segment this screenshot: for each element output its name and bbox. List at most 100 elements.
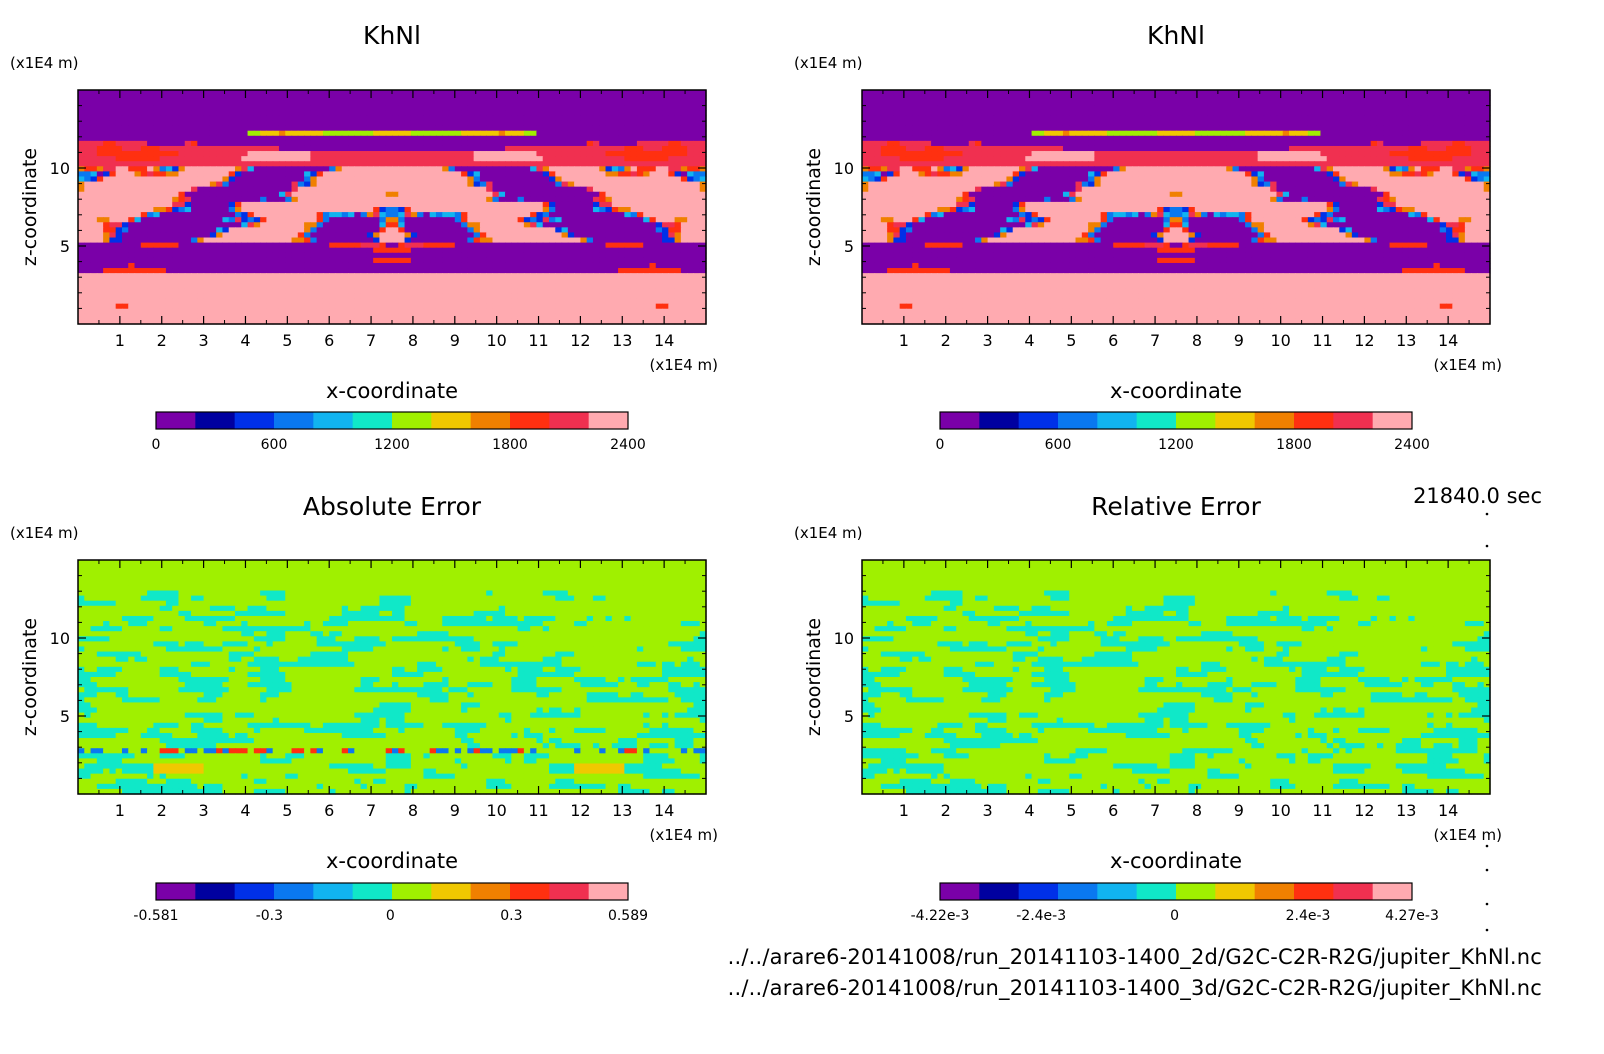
- field-cell: [115, 313, 123, 320]
- field-cell: [511, 191, 519, 198]
- field-cell: [178, 181, 186, 188]
- field-cell: [467, 288, 475, 295]
- field-cell: [498, 288, 506, 295]
- field-cell: [222, 212, 230, 218]
- field-cell: [134, 145, 142, 152]
- field-cell: [222, 176, 230, 183]
- field-cell: [511, 303, 519, 310]
- field-cell: [662, 252, 669, 259]
- field-cell: [624, 105, 632, 111]
- field-cell: [687, 176, 695, 183]
- field-cell: [128, 237, 136, 244]
- field-cell: [115, 262, 123, 269]
- field-cell: [360, 90, 368, 96]
- field-cell: [310, 110, 318, 117]
- field-cell: [341, 207, 349, 213]
- field-cell: [454, 171, 462, 178]
- field-cell: [467, 278, 475, 284]
- field-cell: [235, 140, 242, 147]
- field-cell: [417, 140, 424, 147]
- field-cell: [366, 303, 374, 310]
- field-cell: [159, 151, 167, 157]
- field-cell: [260, 252, 267, 259]
- field-cell: [624, 161, 632, 167]
- field-cell: [228, 247, 236, 254]
- field-cell: [599, 196, 607, 203]
- field-cell: [209, 191, 217, 198]
- field-cell: [159, 140, 167, 147]
- field-cell: [115, 95, 123, 101]
- field-cell: [549, 105, 556, 111]
- field-cell: [222, 110, 230, 117]
- field-cell: [454, 166, 462, 172]
- field-cell: [109, 242, 117, 249]
- field-cell: [473, 318, 481, 325]
- field-cell: [536, 207, 544, 213]
- field-cell: [216, 186, 224, 193]
- field-cell: [473, 217, 481, 223]
- field-cell: [191, 262, 198, 269]
- field-cell: [417, 191, 424, 198]
- field-cell: [968, 100, 976, 106]
- field-cell: [203, 191, 211, 198]
- field-cell: [128, 135, 136, 142]
- field-cell: [297, 283, 305, 289]
- field-cell: [109, 207, 117, 213]
- field-cell: [693, 232, 701, 239]
- field-cell: [172, 217, 180, 223]
- field-cell: [586, 196, 594, 203]
- field-cell: [115, 247, 123, 254]
- field-cell: [373, 207, 381, 213]
- field-cell: [580, 130, 588, 137]
- field-cell: [611, 135, 619, 142]
- colorbar-frame: [155, 411, 629, 430]
- field-cell: [159, 298, 167, 305]
- field-cell: [153, 151, 161, 157]
- field-cell: [222, 237, 230, 244]
- field-cell: [505, 125, 512, 132]
- field-cell: [417, 171, 424, 178]
- field-cell: [291, 156, 299, 162]
- field-cell: [498, 252, 506, 259]
- field-cell: [461, 207, 468, 213]
- field-cell: [630, 262, 638, 269]
- field-cell: [611, 293, 619, 300]
- field-cell: [643, 90, 651, 96]
- field-cell: [360, 166, 368, 172]
- field-cell: [140, 207, 148, 213]
- field-cell: [479, 313, 487, 320]
- field-cell: [247, 262, 255, 269]
- field-cell: [523, 298, 531, 305]
- field-cell: [153, 247, 161, 254]
- field-cell: [109, 283, 117, 289]
- field-cell: [435, 313, 443, 320]
- field-cell: [624, 156, 632, 162]
- field-cell: [103, 308, 110, 315]
- field-cell: [975, 90, 982, 96]
- field-cell: [674, 191, 682, 198]
- field-cell: [668, 110, 676, 117]
- field-cell: [398, 283, 406, 289]
- field-cell: [555, 130, 563, 137]
- field-cell: [96, 278, 104, 284]
- field-cell: [272, 232, 280, 239]
- field-cell: [216, 298, 224, 305]
- field-cell: [618, 191, 625, 198]
- field-cell: [128, 222, 136, 228]
- field-cell: [517, 186, 525, 193]
- field-cell: [574, 130, 581, 137]
- field-cell: [260, 191, 267, 198]
- field-cell: [536, 201, 544, 208]
- field-cell: [517, 232, 525, 239]
- field-cell: [178, 135, 186, 142]
- field-cell: [580, 90, 588, 96]
- field-cell: [649, 161, 657, 167]
- field-cell: [216, 176, 224, 183]
- field-cell: [423, 201, 431, 208]
- field-cell: [693, 293, 701, 300]
- field-cell: [216, 90, 224, 96]
- field-cell: [505, 318, 512, 325]
- field-cell: [943, 95, 951, 101]
- field-cell: [285, 237, 293, 244]
- field-cell: [498, 95, 506, 101]
